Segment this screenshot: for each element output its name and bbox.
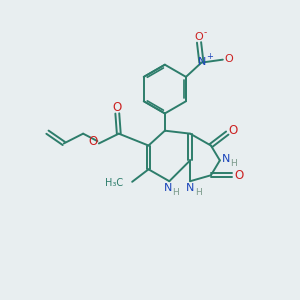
Text: H: H (195, 188, 202, 197)
Text: N: N (222, 154, 231, 164)
Text: O: O (234, 169, 244, 182)
Text: O: O (224, 54, 233, 64)
Text: H: H (172, 188, 179, 197)
Text: H: H (230, 159, 237, 168)
Text: N: N (186, 183, 195, 193)
Text: +: + (206, 52, 213, 61)
Text: O: O (194, 32, 203, 42)
Text: O: O (113, 101, 122, 114)
Text: N: N (164, 183, 172, 193)
Text: -: - (204, 28, 207, 38)
Text: O: O (229, 124, 238, 136)
Text: H₃C: H₃C (104, 178, 123, 188)
Text: O: O (88, 136, 98, 148)
Text: N: N (198, 57, 206, 67)
